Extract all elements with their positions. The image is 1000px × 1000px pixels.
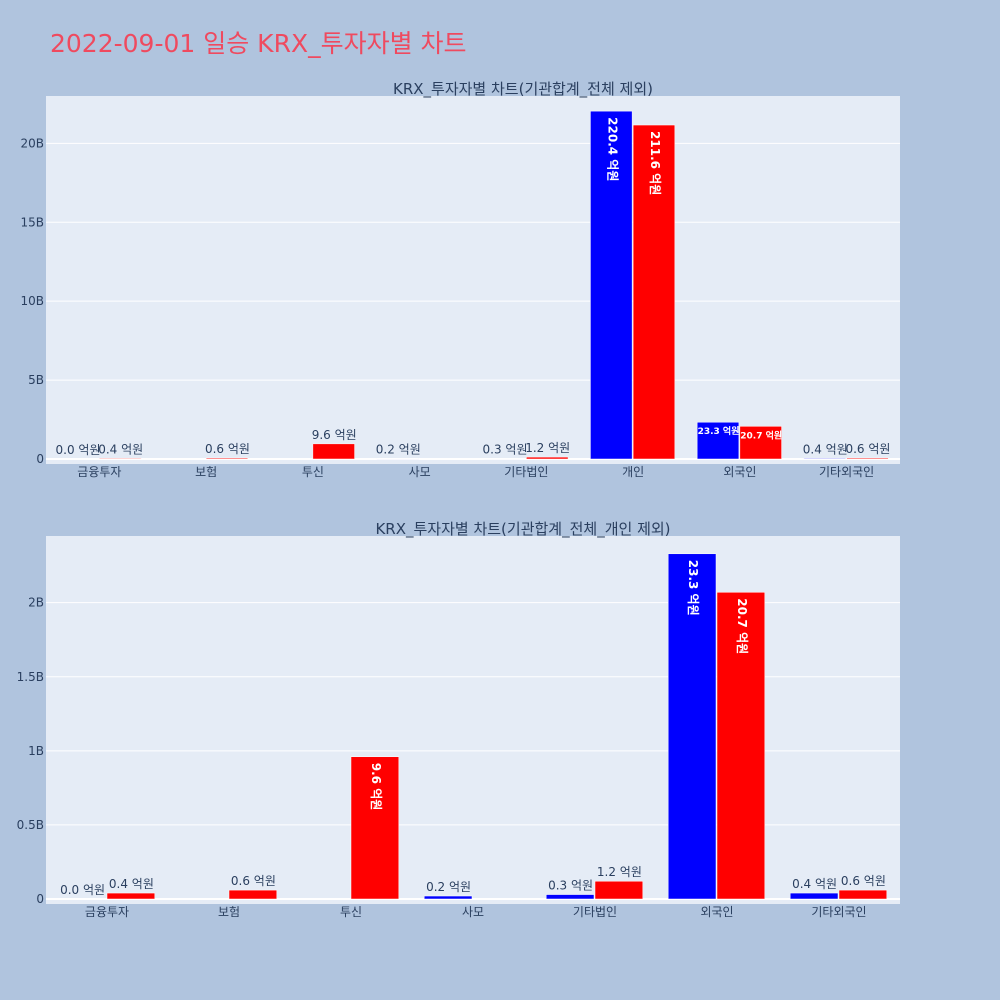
x-tick-label: 사모 [462,905,484,919]
bar [106,892,156,900]
bar-label: 0.2 억원 [426,880,471,894]
bar [594,880,644,900]
bar-label: 211.6 억원 [648,131,662,195]
bar-label: 0.3 억원 [548,879,593,893]
bar [590,110,633,460]
x-tick-label: 사모 [409,465,431,479]
x-tick-label: 보험 [195,465,217,479]
bar-label: 0.4 억원 [792,877,837,891]
chart-2: 0 0.5B 1B 1.5B 2B KRX_투자자별 차트(기관합계_전체_개인 제외) 금… [17,520,900,919]
x-tick-label: 외국인 [700,905,733,919]
bar [696,421,740,460]
bar-label: 20.7 억원 [740,429,782,441]
bar [350,756,400,900]
y-tick-label: 0 [36,452,44,466]
x-tick-label: 보험 [218,905,240,919]
x-tick-label: 금융투자 [77,465,121,479]
bar-label: 0.4 억원 [803,442,848,456]
bar [789,892,839,900]
y-tick-label: 0.5B [17,818,44,832]
y-tick-label: 0 [36,892,44,906]
bar [205,457,249,460]
bar-label: 0.4 억원 [98,442,143,456]
bar-label: 9.6 억원 [312,428,357,442]
bar-label: 0.0 억원 [56,443,101,457]
x-tick-label: 기타외국인 [819,465,874,479]
bar [716,592,766,900]
y-tick-label: 20B [20,136,44,150]
page-title: 2022-09-01 일승 KRX_투자자별 차트 [50,29,467,58]
x-tick-label: 기타법인 [573,905,617,919]
bar [545,894,595,900]
bar [312,443,355,460]
bar-label: 1.2 억원 [525,441,570,455]
bar [846,457,889,460]
bar-label: 220.4 억원 [605,117,619,181]
x-tick-label: 투신 [302,465,324,479]
x-tick-label: 외국인 [723,465,756,479]
bar-label: 23.3 억원 [698,425,740,437]
bar [228,889,278,900]
bar [57,898,107,900]
bar [56,458,99,460]
bar [632,124,676,460]
bar-label: 0.6 억원 [205,442,250,456]
x-tick-label: 기타외국인 [811,905,866,919]
bar-label: 20.7 억원 [735,598,749,654]
y-tick-label: 10B [20,294,44,308]
chart-title: KRX_투자자별 차트(기관합계_전체_개인 제외) [375,520,670,539]
bar-label: 9.6 억원 [369,763,383,811]
y-tick-label: 15B [20,215,44,229]
y-tick-label: 1B [28,744,44,758]
bar-label: 0.4 억원 [109,877,154,891]
bar-label: 0.6 억원 [231,874,276,888]
bar-label: 0.6 억원 [845,442,890,456]
y-tick-label: 5B [28,373,44,387]
bar-label: 23.3 억원 [686,560,700,616]
chart-title: KRX_투자자별 차트(기관합계_전체 제외) [393,80,653,99]
bar [803,458,846,460]
bar [739,426,782,460]
x-tick-label: 투신 [340,905,362,919]
x-tick-label: 개인 [622,465,644,479]
bar [483,458,526,460]
bar-label: 1.2 억원 [597,865,642,879]
plot-area [46,96,900,464]
bar-label: 0.0 억원 [60,883,105,897]
x-tick-label: 기타법인 [504,465,548,479]
bar [99,458,142,460]
chart-1: 0 5B 10B 15B 20B KRX_투자자별 차트(기관합계_전체 제외) 금융투자 0… [20,80,900,479]
y-tick-label: 2B [28,596,44,610]
bar [423,895,473,900]
bar [376,458,419,460]
bar-label: 0.3 억원 [483,443,528,457]
bar-label: 0.2 억원 [376,443,421,457]
plot-area [46,536,900,904]
bar [667,553,717,900]
bar-label: 0.6 억원 [841,874,886,888]
y-tick-label: 1.5B [17,670,44,684]
bar [526,456,569,460]
bar [838,889,888,900]
x-tick-label: 금융투자 [85,905,129,919]
